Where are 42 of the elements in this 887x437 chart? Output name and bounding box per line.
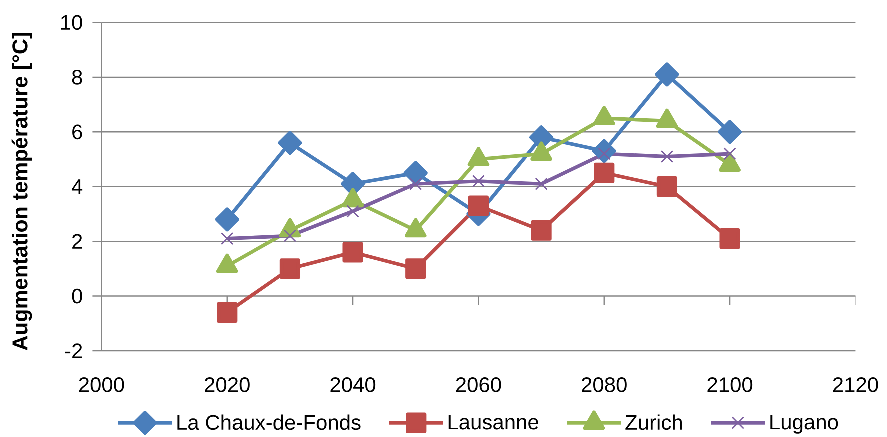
x-tick-label: 2060 bbox=[456, 378, 502, 392]
y-tick-label: 10 bbox=[61, 15, 82, 30]
point bbox=[472, 175, 486, 188]
point bbox=[531, 220, 552, 241]
y-tick-label: 0 bbox=[72, 288, 82, 304]
point bbox=[718, 120, 742, 144]
point bbox=[278, 131, 302, 156]
point bbox=[406, 258, 426, 280]
x-tick-label: 2100 bbox=[708, 378, 753, 392]
point bbox=[342, 242, 364, 263]
x-tick-label: 2020 bbox=[205, 378, 250, 392]
y-tick-label: 2 bbox=[72, 234, 82, 249]
y-tick-label: -2 bbox=[65, 344, 82, 358]
point bbox=[215, 208, 240, 232]
legend-label: Lausanne bbox=[448, 415, 538, 430]
point bbox=[410, 178, 422, 190]
point bbox=[656, 176, 678, 198]
point bbox=[217, 302, 238, 323]
point bbox=[594, 162, 615, 184]
x-tick-label: 2120 bbox=[833, 378, 878, 392]
x-tick-label: 2080 bbox=[582, 378, 627, 392]
point bbox=[468, 196, 490, 216]
y-tick-label: 4 bbox=[72, 180, 83, 194]
y-tick-label: 8 bbox=[72, 70, 82, 85]
legend-label: Lugano bbox=[770, 415, 838, 434]
point bbox=[535, 178, 548, 190]
point bbox=[221, 232, 234, 246]
y-axis-title: Augmentation température [°C] bbox=[12, 33, 32, 351]
y-tick-label: 6 bbox=[72, 124, 82, 140]
point bbox=[724, 148, 736, 160]
point bbox=[280, 258, 301, 280]
legend-label: La Chaux-de-Fonds bbox=[178, 414, 361, 430]
point bbox=[720, 228, 740, 250]
point bbox=[284, 230, 297, 242]
point bbox=[655, 62, 680, 87]
x-tick-label: 2040 bbox=[330, 378, 376, 392]
point bbox=[660, 150, 674, 164]
point bbox=[346, 205, 360, 218]
point bbox=[404, 161, 428, 186]
point bbox=[598, 148, 611, 160]
legend-label: Zurich bbox=[626, 414, 682, 430]
x-tick-label: 2000 bbox=[79, 378, 124, 392]
